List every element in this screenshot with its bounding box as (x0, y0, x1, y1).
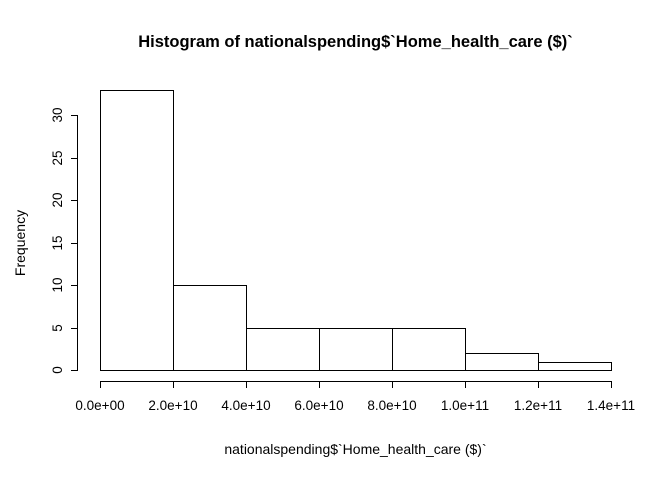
y-tick (71, 328, 77, 329)
y-tick-label: 25 (50, 150, 65, 166)
x-tick (319, 382, 320, 388)
x-axis-line (100, 381, 612, 382)
x-axis-title: nationalspending$`Home_health_care ($)` (224, 441, 487, 457)
y-tick-label: 30 (50, 107, 65, 123)
histogram-bar (392, 328, 466, 371)
histogram-bar (246, 328, 320, 371)
x-tick-label: 8.0e+10 (367, 398, 417, 413)
histogram-bar (465, 353, 539, 371)
y-tick-label: 0 (50, 366, 65, 374)
x-tick-label: 0.0e+00 (75, 398, 125, 413)
histogram-bar (100, 90, 174, 371)
y-tick (71, 285, 77, 286)
x-tick-label: 1.2e+11 (513, 398, 563, 413)
x-tick-label: 2.0e+10 (148, 398, 198, 413)
y-tick-label: 5 (50, 324, 65, 332)
x-tick (173, 382, 174, 388)
x-tick-label: 1.0e+11 (440, 398, 490, 413)
x-tick-label: 6.0e+10 (294, 398, 344, 413)
y-axis-title: Frequency (12, 209, 28, 277)
y-tick (71, 158, 77, 159)
chart-title: Histogram of nationalspending$`Home_heal… (138, 33, 573, 51)
x-tick (538, 382, 539, 388)
y-tick (71, 200, 77, 201)
y-tick (71, 243, 77, 244)
y-tick-label: 20 (50, 192, 65, 208)
x-tick (465, 382, 466, 388)
histogram-bar (173, 285, 247, 371)
y-axis-line (77, 115, 78, 371)
histogram-bar (319, 328, 393, 371)
x-tick (611, 382, 612, 388)
y-tick (71, 370, 77, 371)
x-tick (100, 382, 101, 388)
x-tick (246, 382, 247, 388)
x-tick-label: 4.0e+10 (221, 398, 271, 413)
y-tick-label: 15 (50, 235, 65, 251)
y-tick-label: 10 (50, 277, 65, 293)
x-tick-label: 1.4e+11 (586, 398, 636, 413)
y-tick (71, 115, 77, 116)
x-tick (392, 382, 393, 388)
histogram-bar (538, 362, 612, 371)
